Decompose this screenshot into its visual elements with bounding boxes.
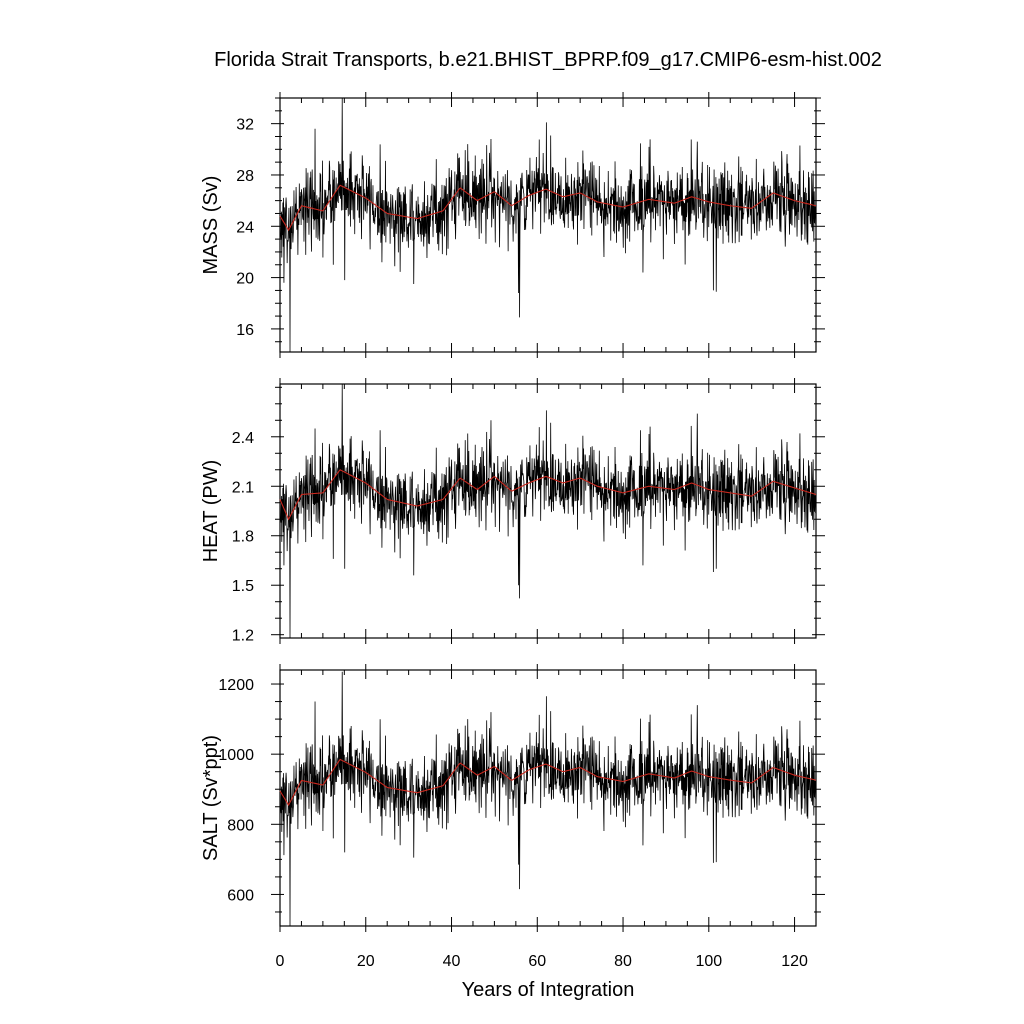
series-line-smoothed-mass: [279, 184, 817, 232]
chart-title: Florida Strait Transports, b.e21.BHIST_B…: [214, 49, 882, 71]
panel-mass: 16 20 24 28 32 MASS (Sv): [200, 92, 825, 358]
series-line-raw-salt: [279, 671, 817, 927]
panel-heat: 1.2 1.5 1.8 2.1 2.4 HEAT (PW): [200, 378, 825, 645]
series-line-smoothed-salt: [279, 758, 817, 807]
x-tick-label: 80: [614, 953, 632, 970]
y-tick-label-heat: 1.2: [232, 628, 254, 645]
y-tick-label-heat: 2.1: [232, 479, 254, 496]
series-line-smoothed-heat: [279, 469, 817, 521]
y-tick-label-salt: 1000: [218, 747, 254, 764]
y-tick-label-mass: 28: [236, 168, 254, 185]
y-tick-label-heat: 1.5: [232, 578, 254, 595]
y-axis-label-heat: HEAT (PW): [200, 460, 222, 563]
x-tick-label: 40: [443, 953, 461, 970]
x-tick-label: 20: [357, 953, 375, 970]
x-tick-label: 120: [781, 953, 808, 970]
y-tick-label-mass: 20: [236, 271, 254, 288]
panel-salt: 600 800 1000 1200 SALT (Sv*ppt): [200, 664, 825, 932]
y-axis-label-salt: SALT (Sv*ppt): [200, 735, 222, 861]
y-tick-label-salt: 1200: [218, 677, 254, 694]
series-line-raw-mass: [279, 97, 817, 353]
y-tick-label-mass: 24: [236, 219, 254, 236]
x-tick-label: 60: [528, 953, 546, 970]
y-tick-label-heat: 1.8: [232, 529, 254, 546]
y-tick-label-salt: 600: [227, 887, 254, 904]
series-line-raw-heat: [279, 383, 817, 639]
y-axis-label-mass: MASS (Sv): [200, 176, 222, 275]
y-tick-label-mass: 32: [236, 117, 254, 134]
y-tick-label-mass: 16: [236, 322, 254, 339]
x-tick-label: 0: [276, 953, 285, 970]
x-axis-label: Years of Integration: [462, 979, 635, 1001]
y-tick-label-salt: 800: [227, 817, 254, 834]
x-tick-label: 100: [695, 953, 722, 970]
y-tick-label-heat: 2.4: [232, 430, 254, 447]
